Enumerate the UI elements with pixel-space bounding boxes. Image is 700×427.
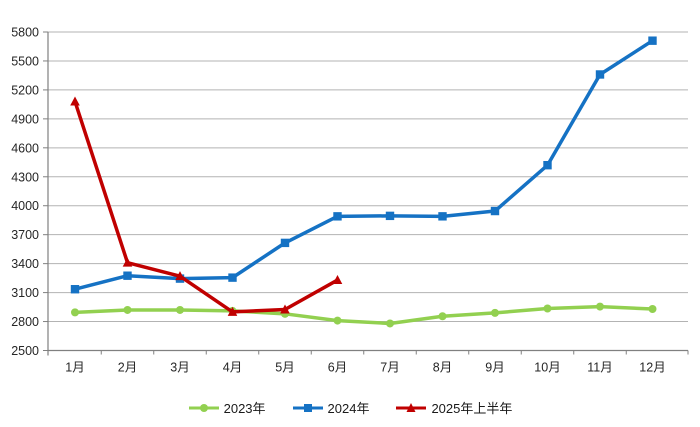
data-point-2024年 [70,285,80,294]
data-point-2023年 [123,305,132,314]
data-point-2025年上半年 [332,275,343,285]
legend-item-2024: 2024年 [292,400,370,416]
series-line-2025年上半年 [73,99,340,314]
x-axis-label: 3月 [170,361,189,375]
data-point-2023年 [438,312,447,321]
data-point-2025年上半年 [280,304,290,314]
data-point-2023年 [543,304,552,313]
data-point-2023年 [333,316,342,325]
y-axis-label: 5500 [11,54,39,68]
legend-label-2024: 2024年 [327,400,370,416]
x-axis-label: 5月 [275,361,294,375]
data-point-2024年 [228,273,237,282]
x-axis-label: 12月 [639,361,665,375]
y-axis-label: 3400 [11,257,39,271]
data-point-2024年 [280,238,290,248]
y-axis-label: 4000 [11,199,39,213]
x-axis-label: 2月 [118,361,137,375]
y-axis-label: 4900 [11,112,39,126]
series-line-2023年 [73,304,655,326]
data-point-2024年 [648,36,657,45]
x-axis-label: 6月 [328,361,347,375]
data-point-2023年 [596,302,604,311]
data-point-2023年 [71,308,79,317]
x-axis-label: 4月 [223,361,242,375]
data-point-2023年 [176,305,184,314]
legend-label-2023: 2023年 [223,400,266,416]
x-axis-label: 7月 [380,361,399,375]
chart-plot-area: 2500 2800 3100 3400 3700 4000 4300 4600 4900 5200… [11,26,689,375]
data-point-2024年 [490,206,500,216]
data-point-2024年 [385,211,395,221]
x-axis-label: 8月 [433,361,452,375]
data-point-2024年 [123,271,132,280]
data-point-2023年 [491,308,499,317]
legend-item-2025: 2025年上半年 [395,402,512,415]
y-axis-label: 5800 [11,26,39,40]
data-point-2024年 [595,70,605,79]
y-axis-label: 2800 [11,315,39,329]
legend-label-2025: 2025年上半年 [431,400,513,416]
y-axis-label: 4300 [11,170,39,184]
chart-legend: 2023年 2024年 2025年上半年 [0,396,700,420]
y-axis-label: 3100 [11,286,39,300]
series-line-2024年 [73,38,655,291]
data-point-2024年 [333,212,342,221]
data-point-2023年 [386,319,394,328]
data-point-2025年上半年 [122,257,133,267]
y-axis-label: 5200 [11,83,39,97]
data-point-2025年上半年 [70,96,80,106]
legend-line-square-icon [292,404,323,412]
data-point-2024年 [543,160,552,170]
data-point-2025年上半年 [175,271,185,281]
legend-line-circle-icon [188,404,219,412]
x-axis-label: 10月 [534,361,560,375]
x-axis-label: 11月 [587,361,612,375]
x-axis-label: 9月 [485,361,504,375]
y-axis-label: 3700 [11,228,39,242]
data-point-2023年 [648,304,657,313]
legend-item-2023: 2023年 [188,402,266,415]
x-axis-label: 1月 [65,361,84,375]
data-point-2025年上半年 [227,306,238,316]
legend-line-triangle-icon [396,403,427,412]
y-axis-label: 2500 [11,344,39,358]
data-point-2024年 [438,212,447,221]
y-axis-label: 4600 [11,141,39,155]
